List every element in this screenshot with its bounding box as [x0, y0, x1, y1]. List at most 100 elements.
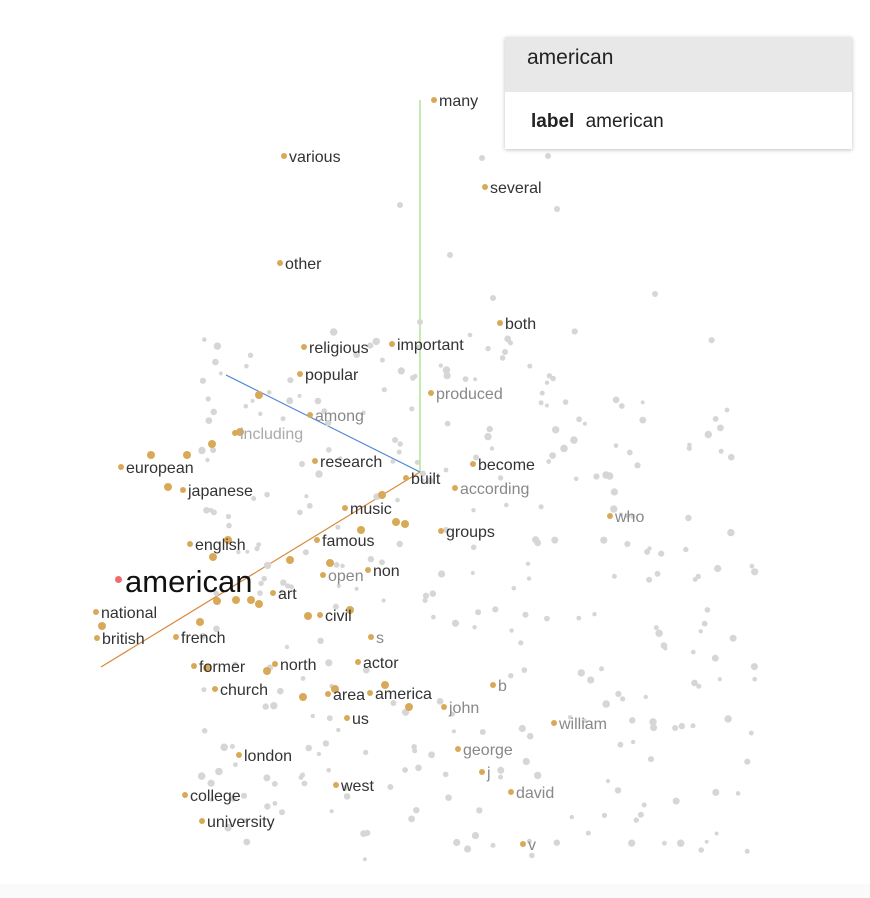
- background-point[interactable]: [420, 478, 425, 483]
- background-point[interactable]: [395, 497, 400, 503]
- neighbor-point[interactable]: [255, 600, 263, 608]
- background-point[interactable]: [618, 403, 625, 409]
- background-point[interactable]: [567, 715, 573, 720]
- background-point[interactable]: [262, 703, 269, 710]
- background-point[interactable]: [410, 375, 416, 381]
- neighbor-point[interactable]: [213, 597, 221, 605]
- point-marker[interactable]: [508, 789, 514, 795]
- point-marker[interactable]: [389, 341, 395, 347]
- background-point[interactable]: [529, 852, 535, 859]
- point-marker[interactable]: [314, 537, 320, 543]
- background-point[interactable]: [232, 661, 238, 667]
- background-point[interactable]: [712, 416, 719, 422]
- background-point[interactable]: [497, 766, 505, 774]
- point-marker[interactable]: [441, 704, 447, 710]
- background-point[interactable]: [203, 507, 210, 514]
- background-point[interactable]: [552, 426, 560, 434]
- neighbor-point[interactable]: [378, 491, 386, 499]
- background-point[interactable]: [630, 513, 636, 520]
- background-point[interactable]: [408, 815, 415, 823]
- background-point[interactable]: [476, 807, 483, 814]
- background-point[interactable]: [325, 659, 333, 667]
- background-point[interactable]: [683, 546, 689, 553]
- background-point[interactable]: [284, 644, 290, 650]
- background-point[interactable]: [691, 649, 696, 655]
- point-marker[interactable]: [93, 609, 99, 615]
- background-point[interactable]: [411, 744, 417, 750]
- background-point[interactable]: [550, 375, 556, 382]
- neighbor-point[interactable]: [405, 703, 413, 711]
- background-point[interactable]: [617, 741, 624, 748]
- neighbor-point[interactable]: [224, 536, 232, 544]
- background-point[interactable]: [258, 411, 263, 416]
- background-point[interactable]: [245, 549, 250, 554]
- background-point[interactable]: [712, 788, 720, 796]
- background-point[interactable]: [279, 809, 285, 816]
- neighbor-point[interactable]: [331, 685, 339, 693]
- background-point[interactable]: [654, 570, 661, 577]
- background-point[interactable]: [539, 390, 545, 396]
- background-point[interactable]: [224, 824, 232, 832]
- background-point[interactable]: [392, 437, 398, 443]
- background-point[interactable]: [602, 700, 610, 708]
- neighbor-point[interactable]: [183, 451, 191, 459]
- background-point[interactable]: [316, 751, 322, 757]
- point-marker[interactable]: [428, 390, 434, 396]
- background-point[interactable]: [367, 342, 374, 349]
- word-point-popular[interactable]: popular: [297, 368, 358, 384]
- point-marker[interactable]: [281, 153, 287, 159]
- background-point[interactable]: [280, 416, 286, 422]
- point-marker[interactable]: [607, 513, 613, 519]
- background-point[interactable]: [242, 818, 248, 824]
- background-point[interactable]: [197, 772, 206, 780]
- word-point-japanese[interactable]: japanese: [180, 484, 253, 500]
- background-point[interactable]: [582, 421, 588, 426]
- point-marker[interactable]: [490, 682, 496, 688]
- word-point-music[interactable]: music: [342, 502, 392, 518]
- background-point[interactable]: [326, 447, 332, 453]
- background-point[interactable]: [708, 337, 715, 344]
- background-point[interactable]: [333, 562, 340, 568]
- background-point[interactable]: [544, 615, 550, 622]
- background-point[interactable]: [442, 366, 451, 374]
- background-point[interactable]: [479, 729, 486, 735]
- point-marker[interactable]: [403, 475, 409, 481]
- background-point[interactable]: [225, 513, 232, 520]
- background-point[interactable]: [286, 397, 294, 405]
- background-point[interactable]: [413, 807, 420, 814]
- background-point[interactable]: [412, 748, 418, 754]
- point-marker[interactable]: [368, 634, 374, 640]
- background-point[interactable]: [442, 771, 449, 778]
- background-point[interactable]: [205, 396, 211, 402]
- background-point[interactable]: [499, 355, 506, 361]
- background-point[interactable]: [492, 606, 499, 613]
- background-point[interactable]: [717, 424, 724, 432]
- background-point[interactable]: [422, 592, 430, 599]
- background-point[interactable]: [473, 377, 478, 382]
- background-point[interactable]: [485, 345, 491, 352]
- background-point[interactable]: [570, 436, 578, 444]
- point-marker[interactable]: [301, 344, 307, 350]
- neighbor-point[interactable]: [299, 693, 307, 701]
- word-point-become[interactable]: become: [470, 458, 535, 474]
- background-point[interactable]: [467, 332, 473, 338]
- word-point-s[interactable]: s: [368, 631, 384, 647]
- point-marker[interactable]: [320, 572, 326, 578]
- background-point[interactable]: [479, 155, 485, 161]
- point-marker[interactable]: [497, 320, 503, 326]
- word-point-actor[interactable]: actor: [355, 656, 399, 672]
- background-point[interactable]: [522, 611, 529, 618]
- word-point-area[interactable]: area: [325, 688, 365, 704]
- background-point[interactable]: [639, 416, 647, 424]
- point-marker[interactable]: [173, 634, 179, 640]
- background-point[interactable]: [230, 795, 237, 802]
- background-point[interactable]: [220, 743, 228, 752]
- background-point[interactable]: [322, 740, 330, 747]
- background-point[interactable]: [490, 842, 496, 848]
- neighbor-point[interactable]: [247, 596, 255, 604]
- background-point[interactable]: [451, 619, 460, 627]
- background-point[interactable]: [438, 363, 443, 368]
- background-point[interactable]: [571, 328, 578, 335]
- point-marker[interactable]: [199, 818, 205, 824]
- background-point[interactable]: [254, 546, 260, 552]
